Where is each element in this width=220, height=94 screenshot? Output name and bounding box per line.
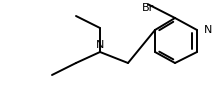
Text: N: N bbox=[96, 40, 104, 50]
Text: Br: Br bbox=[142, 3, 154, 13]
Text: N: N bbox=[204, 25, 212, 35]
